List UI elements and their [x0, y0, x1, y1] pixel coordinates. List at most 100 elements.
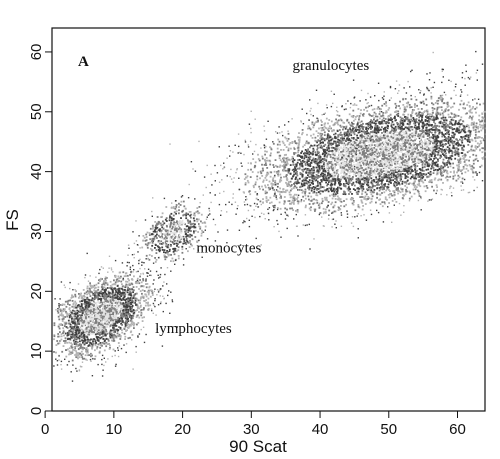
data-point: [57, 308, 59, 310]
plot-frame: [51, 27, 486, 412]
data-point: [116, 332, 119, 335]
data-point: [165, 302, 167, 305]
data-point: [282, 134, 284, 137]
data-point: [458, 126, 461, 128]
data-point: [89, 310, 92, 313]
data-point: [382, 150, 385, 152]
data-point: [162, 227, 165, 230]
data-point: [313, 198, 315, 201]
data-point: [103, 326, 106, 329]
data-point: [75, 304, 77, 307]
data-point: [420, 159, 423, 161]
data-point: [83, 347, 86, 349]
data-point: [210, 173, 212, 175]
data-point: [82, 353, 84, 355]
data-point: [149, 241, 152, 244]
data-point: [189, 220, 191, 223]
data-point: [436, 100, 438, 102]
data-point: [78, 314, 81, 317]
data-point: [392, 127, 395, 130]
data-point: [159, 242, 161, 245]
data-point: [317, 204, 320, 207]
data-point: [91, 354, 93, 357]
data-point: [185, 237, 188, 240]
data-point: [454, 149, 457, 152]
data-point: [171, 202, 173, 204]
data-point: [405, 183, 408, 185]
data-point: [159, 230, 161, 233]
data-point: [352, 145, 355, 148]
data-point: [397, 190, 399, 192]
data-point: [443, 135, 446, 138]
data-point: [172, 226, 174, 228]
data-point: [367, 177, 370, 180]
data-point: [278, 151, 280, 154]
data-point: [147, 292, 150, 294]
data-point: [378, 129, 380, 132]
data-point: [130, 294, 133, 297]
data-point: [62, 332, 64, 334]
data-point: [105, 312, 108, 315]
data-point: [245, 176, 248, 179]
data-point: [128, 261, 130, 264]
data-point: [130, 303, 132, 305]
data-point: [79, 293, 82, 296]
data-point: [166, 240, 169, 243]
data-point: [115, 314, 118, 317]
data-point: [291, 142, 294, 144]
data-point: [174, 237, 176, 239]
data-point: [423, 93, 425, 95]
data-point: [193, 248, 195, 250]
data-point: [326, 107, 328, 109]
data-point: [312, 133, 315, 136]
data-point: [146, 244, 149, 247]
data-point: [421, 157, 424, 159]
data-point: [138, 282, 141, 285]
data-point: [121, 320, 124, 322]
data-point: [251, 171, 254, 173]
data-point: [120, 319, 123, 322]
data-point: [112, 340, 115, 342]
data-point: [375, 201, 377, 204]
data-point: [365, 123, 367, 125]
data-point: [123, 344, 125, 346]
data-point: [125, 305, 128, 308]
data-point: [169, 227, 171, 229]
data-point: [122, 278, 125, 281]
data-point: [458, 122, 461, 125]
data-point: [83, 315, 86, 318]
data-point: [149, 238, 152, 241]
data-point: [454, 174, 456, 177]
data-point: [125, 330, 127, 332]
data-point: [479, 103, 481, 106]
data-point: [329, 150, 331, 152]
data-point: [92, 292, 95, 295]
data-point: [92, 322, 95, 324]
data-point: [174, 235, 177, 238]
data-point: [366, 130, 369, 132]
data-point: [306, 177, 308, 179]
data-point: [347, 170, 350, 173]
data-point: [141, 316, 144, 319]
data-point: [374, 164, 377, 167]
data-point: [151, 210, 153, 213]
data-point: [196, 220, 199, 223]
data-point: [145, 295, 148, 298]
data-point: [94, 290, 97, 292]
data-point: [454, 114, 457, 117]
data-point: [166, 225, 168, 228]
data-point: [95, 322, 98, 324]
data-point: [159, 289, 161, 291]
data-point: [161, 243, 164, 246]
data-point: [157, 222, 160, 225]
data-point: [108, 297, 111, 300]
data-point: [174, 207, 177, 210]
data-point: [414, 176, 417, 178]
data-point: [349, 123, 351, 126]
data-point: [434, 127, 437, 130]
data-point: [116, 306, 119, 309]
data-point: [127, 299, 129, 301]
data-point: [367, 132, 370, 135]
data-point: [404, 98, 407, 100]
data-point: [466, 135, 468, 138]
